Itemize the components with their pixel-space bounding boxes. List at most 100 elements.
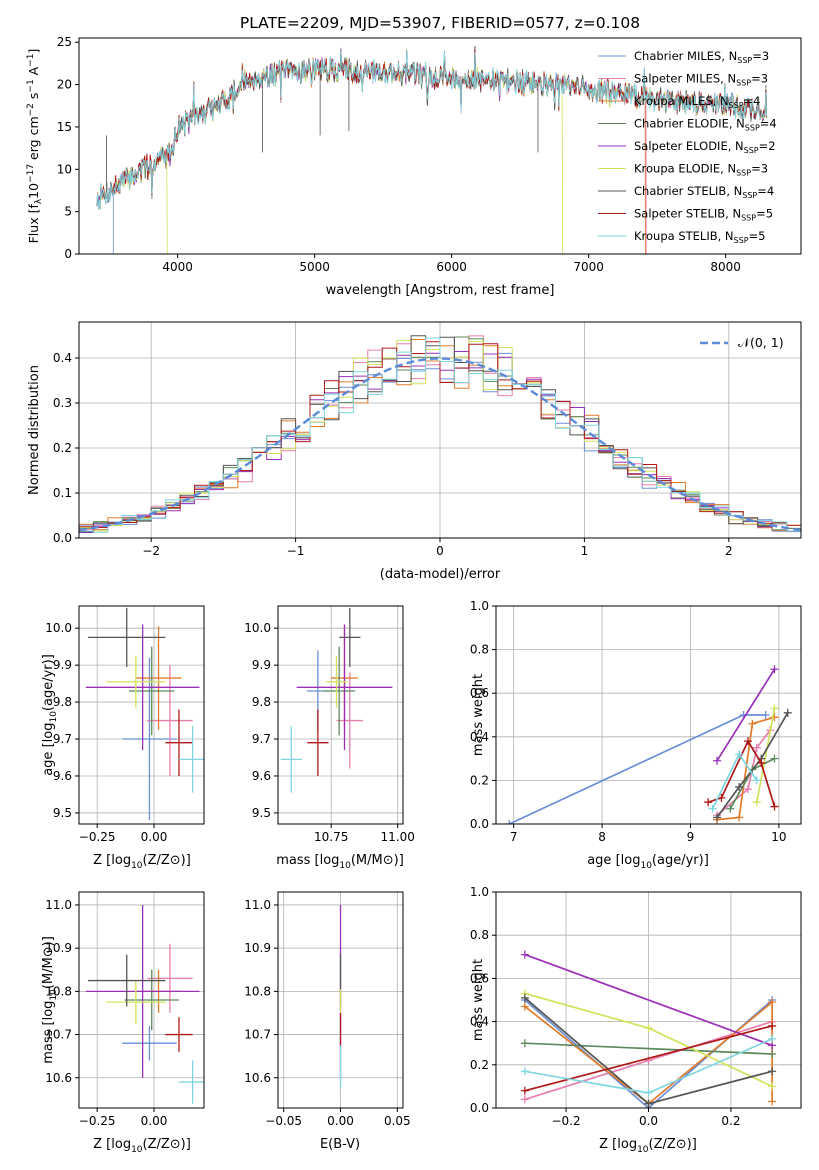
x-label-sub: 10 (637, 1145, 649, 1155)
y-label-sub: 10 (49, 989, 59, 1001)
legend-text: Kroupa ELODIE, N (634, 162, 736, 176)
y-label-part: −1 (26, 79, 36, 92)
y-tick-label: 9.9 (53, 658, 72, 672)
x-tick-label: 10.75 (314, 830, 348, 844)
y-tick-label: 10.6 (244, 1071, 271, 1085)
plot-area (505, 665, 792, 824)
x-label-sub: 10 (339, 861, 351, 871)
x-tick-label: 0 (436, 544, 444, 558)
weight-marker (752, 776, 761, 785)
weight-marker (768, 1034, 777, 1043)
errorbar-kroupa-stelib (179, 726, 204, 793)
y-tick-label: 5 (64, 205, 72, 219)
weight-series-kroupa-stelib (520, 1034, 777, 1097)
y-axis-label: mass weight (471, 959, 486, 1041)
x-tick-label: −0.25 (79, 830, 116, 844)
legend-tail: =3 (752, 49, 769, 63)
weight-marker (735, 782, 744, 791)
legend-entry-chabrier-elodie: Chabrier ELODIE, NSSP=4 (634, 117, 777, 133)
y-label-part: Flux [f (26, 204, 41, 244)
legend-entry-chabrier-miles: Chabrier MILES, NSSP=3 (634, 49, 769, 65)
y-tick-label: 9.6 (252, 769, 271, 783)
legend-sub: SSP (729, 101, 744, 110)
errorbar-chabrier-miles (122, 657, 177, 821)
axes-frame (78, 605, 205, 825)
histogram-salpeter-stelib (79, 341, 801, 528)
legend-entry-chabrier-stelib: Chabrier STELIB, NSSP=4 (634, 184, 774, 200)
errorbar-chabrier-stelib (339, 607, 361, 667)
errorbar-chabrier-elodie (323, 646, 356, 736)
weight-marker (743, 785, 752, 794)
axes-frame (78, 891, 205, 1109)
y-tick-label: 0.0 (470, 817, 489, 831)
y-tick-label: 25 (57, 35, 72, 49)
weight-marker (768, 1050, 777, 1058)
y-tick-label: 0.0 (53, 531, 72, 545)
y-tick-label: 1.0 (470, 885, 489, 899)
y-tick-label: 10.8 (244, 984, 271, 998)
axes-frame (277, 605, 404, 825)
legend-entry-kroupa-miles: Kroupa MILES, NSSP=4 (634, 94, 760, 110)
legend-tail: =5 (749, 229, 766, 243)
weight-line (716, 712, 789, 818)
y-tick-label: 9.5 (53, 806, 72, 820)
x-tick-label: 9 (687, 830, 695, 844)
weight-line (524, 953, 773, 1047)
weight-marker (520, 1095, 529, 1104)
y-tick-label: 9.6 (53, 769, 72, 783)
x-tick-label: 10 (771, 830, 786, 844)
y-label-part: −2 (26, 103, 36, 116)
errorbar-kroupa-elodie (106, 655, 166, 708)
legend-tail: =4 (757, 184, 774, 198)
spectrum-line-kroupa-stelib (96, 50, 768, 211)
plot-area (79, 335, 801, 533)
errorbar-salpeter-miles (336, 672, 364, 769)
x-label: age [log10(age/yr)] (587, 853, 709, 871)
legend-entry-salpeter-elodie: Salpeter ELODIE, NSSP=2 (634, 139, 776, 155)
y-label-part: −1 (26, 54, 36, 67)
y-tick-label: 0.8 (470, 643, 489, 657)
weight-series-chabrier-elodie (520, 1039, 777, 1058)
weight-marker (735, 813, 744, 822)
y-tick-label: 9.7 (252, 732, 271, 746)
legend-text: Kroupa MILES, N (634, 94, 729, 108)
weight-marker (704, 798, 713, 807)
weight-marker (770, 713, 779, 722)
errorbar-chabrier-elodie (129, 646, 175, 736)
x-tick-label: 6000 (436, 260, 467, 274)
age-vs-metallicity-plot: −0.25 0.009.59.69.79.89.910.0Z [log10(Z/Z… (41, 605, 205, 871)
x-tick-label: 4000 (162, 260, 193, 274)
x-axis-label: (data-model)/error (380, 567, 501, 582)
x-label-text: Z [log (93, 1137, 131, 1152)
y-tick-label: 0.2 (470, 1058, 489, 1072)
x-tick-label: −2 (142, 544, 160, 558)
x-label-text: age [log (587, 853, 640, 868)
legend-sub: SSP (736, 79, 751, 88)
legend-entry-kroupa-stelib: Kroupa STELIB, NSSP=5 (634, 229, 765, 245)
weight-marker (770, 754, 779, 763)
x-label-tail: (Z/Z⊙)] (143, 853, 191, 868)
x-tick-label: 2 (725, 544, 733, 558)
weight-series-kroupa-miles (713, 713, 779, 824)
x-tick-label: −0.05 (265, 1114, 302, 1128)
y-tick-label: 0 (64, 247, 72, 261)
legend-text: Salpeter STELIB, N (634, 207, 741, 221)
legend-sub: SSP (744, 146, 759, 155)
legend-text: Chabrier MILES, N (634, 49, 737, 63)
y-tick-label: 0.6 (470, 971, 489, 985)
y-tick-label: 9.8 (53, 695, 72, 709)
weight-series-salpeter-elodie (713, 665, 779, 765)
weight-marker (770, 704, 779, 713)
weight-marker (768, 1097, 777, 1106)
y-tick-label: 10.9 (45, 941, 72, 955)
y-tick-label: 0.2 (470, 773, 489, 787)
y-tick-label: 20 (57, 78, 72, 92)
weight-marker (520, 950, 529, 959)
y-tick-label: 11.0 (45, 898, 72, 912)
legend-sub: SSP (742, 191, 757, 200)
y-label-part: erg cm (26, 116, 41, 164)
errorbar-salpeter-miles (147, 943, 193, 1013)
legend-sub: SSP (734, 236, 749, 245)
weight-marker (768, 1082, 777, 1091)
legend-entry-kroupa-elodie: Kroupa ELODIE, NSSP=3 (634, 162, 768, 178)
